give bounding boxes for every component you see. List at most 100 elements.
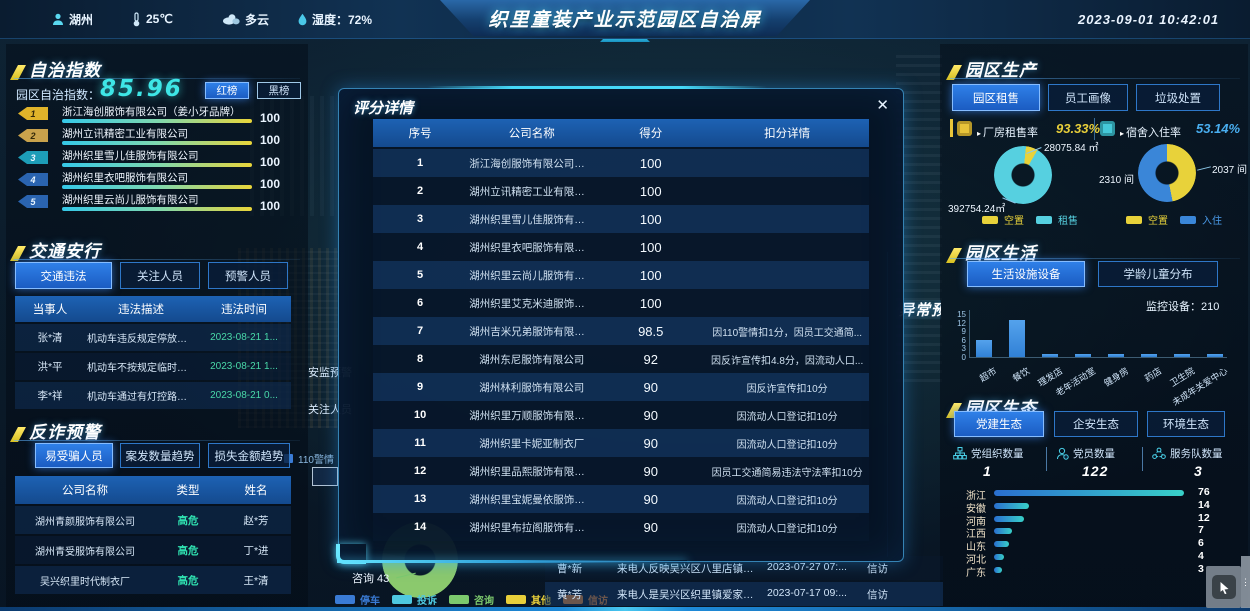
tab-party-ecology[interactable]: 党建生态 bbox=[954, 411, 1044, 437]
stat-tick bbox=[950, 119, 953, 137]
dorm-donut-legend: 空置 入住 bbox=[1126, 212, 1222, 227]
score-bar bbox=[62, 185, 252, 189]
bar bbox=[1141, 354, 1157, 357]
province-label: 广东 bbox=[966, 567, 986, 579]
red-list-button[interactable]: 红榜 bbox=[205, 82, 249, 99]
table-row: 9 湖州林利服饰有限公司 90 因反诈宣传扣10分 bbox=[373, 373, 869, 401]
factory-rent-stat-value: 93.33% bbox=[1056, 121, 1101, 136]
ranking-item: 5 湖州织里云尚儿服饰有限公司 100 bbox=[14, 192, 306, 214]
table-row: 13 湖州织里宝妮曼依服饰有限公司 90 因流动人口登记扣10分 bbox=[373, 485, 869, 513]
legend-label: 空置 bbox=[1148, 216, 1168, 227]
company-name: 湖州织里万顺服饰有限公司 bbox=[469, 409, 596, 422]
widget-handle[interactable]: ⋮ bbox=[1241, 556, 1250, 608]
row-index: 6 bbox=[417, 297, 424, 309]
score-value: 100 bbox=[260, 111, 281, 125]
ranking-item: 3 湖州织里雪儿佳服饰有限公司 100 bbox=[14, 148, 306, 170]
tab-warning-persons[interactable]: 预警人员 bbox=[208, 262, 288, 289]
person-badge-icon bbox=[1057, 447, 1069, 460]
tab-life-facilities[interactable]: 生活设施设备 bbox=[967, 261, 1085, 287]
section-underline bbox=[950, 258, 1240, 259]
table-row: 5 湖州织里云尚儿服饰有限公司 100 bbox=[373, 261, 869, 289]
tab-case-count-trend[interactable]: 案发数量趋势 bbox=[120, 443, 200, 468]
column-header: 姓名 bbox=[244, 485, 268, 497]
score-value: 90 bbox=[643, 463, 658, 479]
traffic-table: 张*清 机动车违反规定停放，... 2023-08-21 1... 洪*平 机动车不按规… bbox=[15, 324, 291, 414]
company-name: 浙江海创服饰有限公司（姜小牙品牌） bbox=[62, 106, 241, 118]
factory-rent-stat-label: ▸ 厂房租售率 bbox=[977, 127, 1039, 139]
bar-value: 7 bbox=[1198, 524, 1204, 537]
dormitory-icon bbox=[1100, 121, 1115, 136]
person-name: 王*清 bbox=[243, 574, 269, 587]
black-list-button[interactable]: 黑榜 bbox=[257, 82, 301, 99]
call-time: 2023-07-27 07:... bbox=[767, 561, 847, 573]
risk-type: 高危 bbox=[177, 514, 199, 527]
cursor-arrow-icon bbox=[1220, 581, 1228, 594]
x-axis-line bbox=[969, 357, 1227, 358]
company-name: 湖州织里卡妮亚制衣厂 bbox=[479, 437, 585, 450]
close-icon[interactable]: ✕ bbox=[876, 97, 889, 114]
bar bbox=[1207, 354, 1223, 357]
score-bar bbox=[62, 163, 252, 167]
row-index: 14 bbox=[413, 521, 427, 533]
monitor-count-label: 监控设备：210 bbox=[1146, 301, 1220, 313]
call-desc: 来电人是吴兴区织里镇爱家华府... bbox=[617, 589, 761, 601]
company-name: 湖州织里雪儿佳服饰有限公司 bbox=[469, 213, 597, 226]
company-name: 湖州织里布拉阁服饰有限公司 bbox=[469, 521, 597, 534]
legend-item: 咨询 bbox=[449, 592, 494, 607]
company-name: 吴兴织里时代制衣厂 bbox=[40, 576, 130, 588]
section-header-production: 园区生产 bbox=[946, 56, 1037, 81]
cursor-tool-button[interactable] bbox=[1211, 575, 1236, 599]
company-name: 湖州立讯精密工业有限公司 bbox=[62, 128, 188, 140]
table-row: 湖州青受服饰有限公司 高危 丁*进 bbox=[15, 536, 291, 564]
cursor-tool-widget[interactable] bbox=[1206, 566, 1241, 608]
legend-swatch bbox=[506, 595, 526, 604]
tab-environment-ecology[interactable]: 环境生态 bbox=[1147, 411, 1225, 437]
row-index: 1 bbox=[417, 157, 424, 169]
table-row: 11 湖州织里卡妮亚制衣厂 90 因流动人口登记扣10分 bbox=[373, 429, 869, 457]
score-value: 100 bbox=[260, 199, 281, 213]
table-row: 2 湖州立讯精密工业有限公司 100 bbox=[373, 177, 869, 205]
team-icon bbox=[1152, 447, 1166, 460]
table-row: 1 浙江海创服饰有限公司（姜小牙... 100 bbox=[373, 149, 869, 177]
score-value: 98.5 bbox=[638, 323, 664, 339]
tab-loss-amount-trend[interactable]: 损失金额趋势 bbox=[208, 443, 290, 468]
risk-type: 高危 bbox=[177, 544, 199, 557]
dormitory-donut-chart bbox=[1138, 144, 1196, 202]
y-tick-label: 0 bbox=[961, 353, 966, 362]
rank-badge: 2 bbox=[18, 129, 48, 142]
row-index: 7 bbox=[417, 325, 424, 337]
autonomy-ranking-list: 1 浙江海创服饰有限公司（姜小牙品牌） 100 2 湖州立讯精密工业有限公司 100 3 湖州… bbox=[14, 104, 306, 216]
cloud-icon bbox=[223, 14, 240, 25]
province-bar-chart: 浙江 76 安徽 14 河南 12 江西 7 山东 6 河北 4 广东 3 bbox=[950, 486, 1248, 582]
tab-watch-persons[interactable]: 关注人员 bbox=[120, 262, 200, 289]
tab-traffic-violation[interactable]: 交通违法 bbox=[15, 262, 112, 289]
tab-waste-disposal[interactable]: 垃圾处置 bbox=[1136, 84, 1220, 111]
tab-fraud-victims[interactable]: 易受骗人员 bbox=[35, 443, 113, 468]
score-value: 92 bbox=[643, 351, 658, 367]
donut-label-vacant-dorm: 2037 间 bbox=[1212, 165, 1248, 176]
call-type: 信访 bbox=[867, 589, 888, 601]
violation-desc: 机动车不按规定临时停... bbox=[87, 363, 196, 374]
legend-swatch bbox=[449, 595, 469, 604]
section-title: 自治指数 bbox=[29, 61, 101, 80]
bar bbox=[994, 566, 1002, 573]
tab-employee-profile[interactable]: 员工画像 bbox=[1048, 84, 1128, 111]
bar bbox=[976, 339, 992, 357]
deduction-detail: 因流动人口登记扣10分 bbox=[736, 523, 838, 535]
weather-label: 多云 bbox=[245, 12, 270, 27]
y-tick-label: 6 bbox=[961, 335, 966, 345]
section-underline bbox=[14, 259, 300, 260]
y-tick-label: 12 bbox=[957, 318, 966, 328]
bar bbox=[994, 528, 1012, 535]
legend-item: 投诉 bbox=[392, 592, 437, 607]
tab-park-rent-sale[interactable]: 园区租售 bbox=[952, 84, 1040, 111]
column-header: 当事人 bbox=[32, 304, 68, 316]
triangle-icon: ▸ bbox=[1120, 129, 1125, 138]
company-name: 湖州织里衣吧服饰有限公司 bbox=[62, 172, 188, 184]
score-value: 100 bbox=[639, 239, 662, 255]
section-header-autonomy: 自治指数 bbox=[10, 56, 101, 81]
tab-enterprise-safety-ecology[interactable]: 企安生态 bbox=[1054, 411, 1138, 437]
tab-school-age-children[interactable]: 学龄儿童分布 bbox=[1098, 261, 1218, 287]
person-name: 李*祥 bbox=[37, 390, 63, 402]
bar-value: 14 bbox=[1198, 498, 1210, 511]
